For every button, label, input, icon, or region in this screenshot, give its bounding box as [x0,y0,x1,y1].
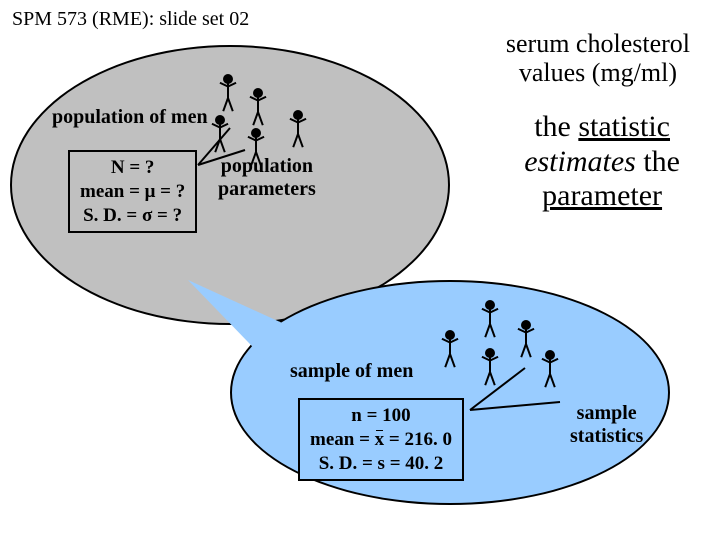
serum-line1: serum cholesterol [506,29,690,58]
serum-cholesterol-label: serum cholesterol values (mg/ml) [506,30,690,87]
pop-box-l2: mean = μ = ? [80,180,185,204]
sample-box-l2: mean = x = 216. 0 [310,428,452,452]
sample-stats-l1: sample [577,402,637,424]
stat-l3: parameter [542,179,662,212]
person-icon-sample-4 [540,350,560,390]
sample-label: sample of men [290,360,413,383]
sample-box-l3: S. D. = s = 40. 2 [310,452,452,476]
sample-statistics-label: sample statistics [570,402,643,448]
pop-box-l1: N = ? [80,156,185,180]
population-parameters-box: N = ? mean = μ = ? S. D. = σ = ? [68,150,197,233]
pop-box-l3: S. D. = σ = ? [80,204,185,228]
person-icon-sample-0 [480,300,500,340]
sample-box-l1: n = 100 [310,404,452,428]
person-icon-pop-1 [248,88,268,128]
person-icon-sample-1 [440,330,460,370]
serum-line2: values (mg/ml) [519,58,677,87]
stat-l2b: the [636,145,680,178]
person-icon-pop-3 [246,128,266,168]
pop-params-l2: parameters [218,178,316,200]
person-icon-sample-3 [516,320,536,360]
sample-stats-l2: statistics [570,425,643,447]
slide-title: SPM 573 (RME): slide set 02 [12,8,249,31]
stat-l2a: estimates [524,145,636,178]
person-icon-sample-2 [480,348,500,388]
person-icon-pop-4 [288,110,308,150]
xbar-symbol: x [375,428,385,452]
stat-l1a: the [534,110,578,143]
population-label: population of men [52,106,208,129]
sample-statistics-box: n = 100 mean = x = 216. 0 S. D. = s = 40… [298,398,464,481]
statistic-estimates-text: the statistic estimates the parameter [524,110,680,214]
stat-l1b: statistic [578,110,670,143]
sample-box-l2a: mean = [310,429,375,450]
sample-box-l2c: = 216. 0 [384,429,452,450]
person-icon-pop-2 [210,115,230,155]
person-icon-pop-0 [218,74,238,114]
